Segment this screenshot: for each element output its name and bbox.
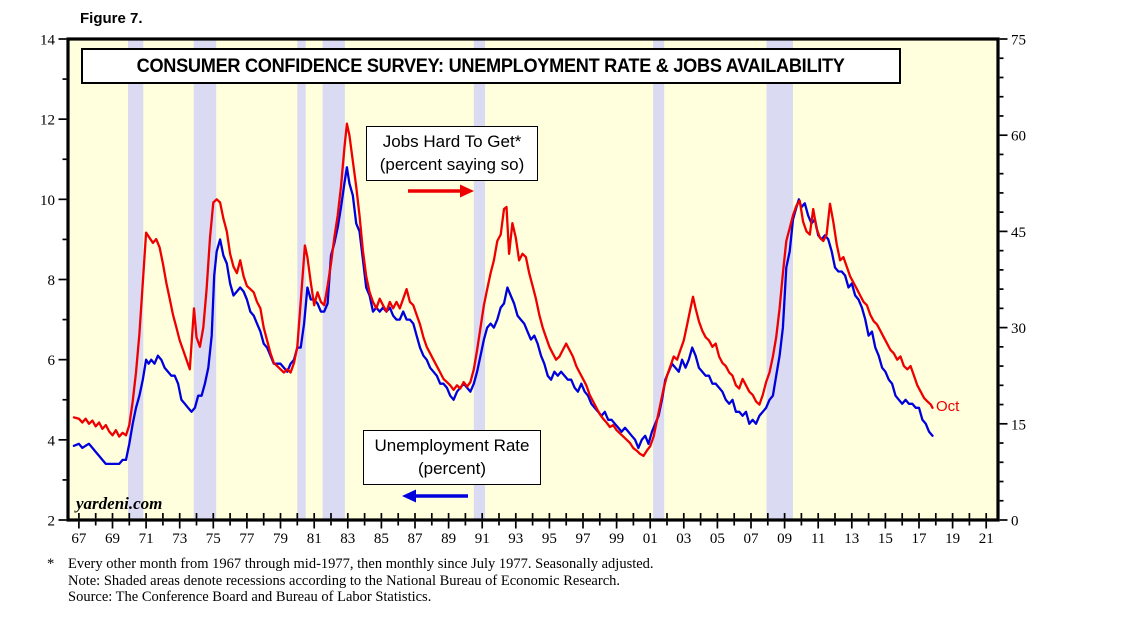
x-axis-tick-label: 07 <box>744 531 760 547</box>
x-axis-tick-label: 77 <box>239 531 255 547</box>
recession-band <box>473 39 486 520</box>
footnote-marker: * <box>47 556 55 572</box>
recession-band <box>653 39 665 520</box>
recession-band <box>766 39 793 520</box>
jobs-right-arrow-icon <box>460 184 474 198</box>
left-axis-tick-label: 8 <box>48 273 56 289</box>
unemployment-label-line2: (percent) <box>417 459 487 478</box>
x-axis-tick-label: 71 <box>139 531 154 547</box>
x-axis-tick-label: 83 <box>340 531 355 547</box>
x-axis-tick-label: 99 <box>609 531 624 547</box>
x-axis-tick-label: 17 <box>912 531 928 547</box>
jobs-hard-to-get-label-box: Jobs Hard To Get* (percent saying so) <box>366 126 538 181</box>
footnote-line-2: Note: Shaded areas denote recessions acc… <box>68 572 621 589</box>
left-axis-tick-label: 2 <box>48 514 56 530</box>
footnotes: * Every other month from 1967 through mi… <box>47 556 1047 606</box>
x-axis-tick-label: 21 <box>979 531 994 547</box>
x-axis-tick-label: 75 <box>206 531 221 547</box>
recession-band <box>193 39 217 520</box>
figure-label: Figure 7. <box>80 10 143 27</box>
unemployment-label-line1: Unemployment Rate <box>374 436 530 455</box>
left-axis-tick-label: 6 <box>48 353 56 369</box>
x-axis-tick-label: 97 <box>576 531 592 547</box>
right-axis-tick-label: 75 <box>1011 33 1026 49</box>
x-axis-tick-label: 73 <box>172 531 187 547</box>
recession-band <box>128 39 144 520</box>
footnote-line-3: Source: The Conference Board and Bureau … <box>68 589 432 606</box>
unemployment-rate-label-box: Unemployment Rate (percent) <box>363 430 541 485</box>
jobs-hard-to-get-line <box>72 122 934 458</box>
plot-border <box>66 37 1000 522</box>
right-axis-tick-label: 45 <box>1011 225 1026 241</box>
left-axis-tick-label: 4 <box>48 433 56 449</box>
right-axis-tick-label: 0 <box>1011 514 1019 530</box>
footnote-line-1: Every other month from 1967 through mid-… <box>68 556 654 572</box>
right-axis-tick-label: 30 <box>1011 321 1026 337</box>
x-axis-tick-label: 93 <box>508 531 523 547</box>
x-axis-tick-label: 79 <box>273 531 288 547</box>
x-axis-tick-label: 91 <box>475 531 490 547</box>
left-axis-tick-label: 14 <box>40 33 56 49</box>
x-axis-tick-label: 11 <box>811 531 825 547</box>
last-point-label: Oct <box>936 398 960 415</box>
x-axis-tick-label: 85 <box>374 531 389 547</box>
left-axis-tick-label: 12 <box>40 113 55 129</box>
jobs-label-line2: (percent saying so) <box>379 155 525 174</box>
x-axis-tick-label: 09 <box>777 531 792 547</box>
unemployment-rate-line <box>72 166 934 466</box>
jobs-label-line1: Jobs Hard To Get* <box>382 132 522 151</box>
x-axis-tick-label: 19 <box>945 531 960 547</box>
x-axis-tick-label: 95 <box>542 531 557 547</box>
unemployment-left-arrow-icon <box>402 489 416 503</box>
x-axis-tick-label: 15 <box>878 531 893 547</box>
x-axis-tick-label: 03 <box>676 531 691 547</box>
x-axis-tick-label: 69 <box>105 531 120 547</box>
x-axis-tick-label: 81 <box>307 531 322 547</box>
watermark: yardeni.com <box>76 494 163 513</box>
chart-title-box: CONSUMER CONFIDENCE SURVEY: UNEMPLOYMENT… <box>81 48 901 84</box>
x-axis-tick-label: 67 <box>71 531 87 547</box>
left-axis-tick-label: 10 <box>40 193 55 209</box>
x-axis-tick-label: 87 <box>408 531 424 547</box>
chart-title: CONSUMER CONFIDENCE SURVEY: UNEMPLOYMENT… <box>137 55 845 77</box>
x-axis-tick-label: 05 <box>710 531 725 547</box>
recession-band <box>322 39 345 520</box>
x-axis-tick-label: 13 <box>844 531 859 547</box>
x-axis-tick-label: 01 <box>643 531 658 547</box>
right-axis-tick-label: 15 <box>1011 417 1026 433</box>
x-axis-tick-label: 89 <box>441 531 456 547</box>
right-axis-tick-label: 60 <box>1011 129 1026 145</box>
